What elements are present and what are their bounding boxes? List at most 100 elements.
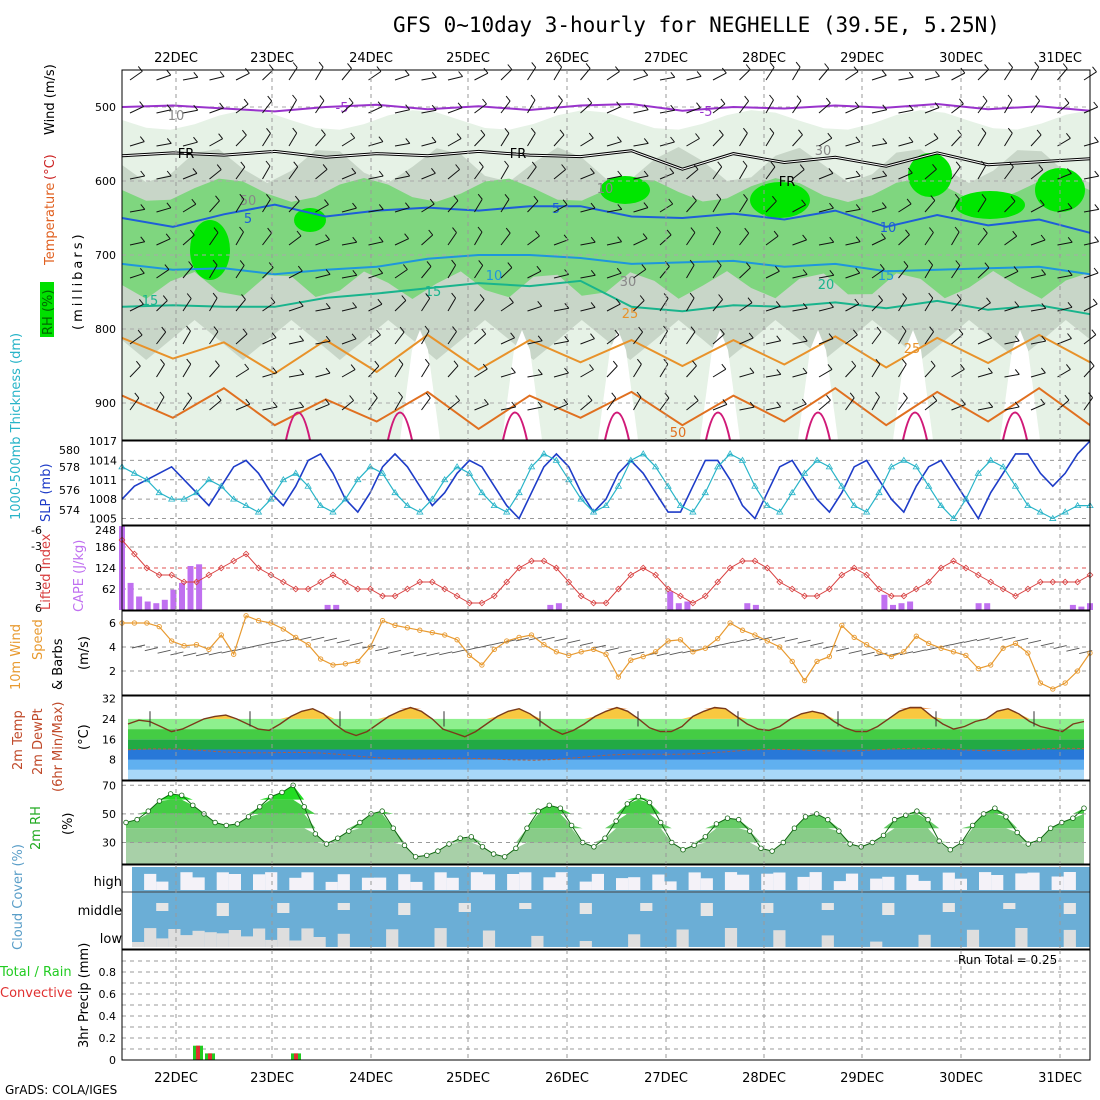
wind-barb-flag [505, 227, 511, 234]
wind-barb-flag [928, 259, 933, 266]
wind-barb-flag [477, 193, 483, 200]
cloud-high-gap [833, 881, 846, 890]
cloud-cover-panel: high middle low [78, 864, 1091, 950]
rh2m-marker [769, 848, 775, 854]
cloud-mid-gap [761, 903, 774, 913]
thickness-marker [192, 488, 201, 496]
wind-speed-marker [863, 641, 870, 648]
cloud-low-gap [773, 930, 786, 947]
lifted-index-marker [304, 585, 312, 593]
wind-barb [977, 406, 993, 411]
wind-barb [262, 302, 276, 312]
wind-barb-flag [901, 358, 907, 365]
wind-barb [1057, 102, 1070, 114]
wind-barb [818, 172, 834, 180]
wind-barb-flag [325, 398, 330, 405]
lifted-index-marker [962, 564, 970, 572]
wind-barb [447, 232, 457, 246]
wind-barb-flag [639, 295, 645, 301]
wind-barb-flag [559, 129, 565, 136]
rh2m-marker [524, 825, 530, 831]
cloud-high-gap [301, 872, 314, 890]
thickness-marker [862, 508, 871, 515]
wind-barb [845, 175, 861, 180]
wind-barb [924, 75, 940, 81]
wind-barb-flag [1067, 168, 1072, 174]
wind-barb [633, 74, 648, 81]
bottom-date-label: 24DEC [349, 1071, 393, 1086]
wind-barb-flag [245, 398, 251, 405]
wind-barb-flag [405, 202, 410, 209]
thickness-marker [676, 501, 685, 509]
surface-wind-barb [477, 644, 491, 649]
wind-speed-marker [801, 677, 808, 684]
wind-barb-flag [478, 161, 484, 168]
lifted-index-marker [726, 564, 734, 572]
cloud-low-gap [144, 928, 157, 947]
cloud-low-gap [628, 934, 641, 947]
wind-barb-flag [954, 226, 960, 233]
cloud-high-gap [216, 872, 229, 890]
cloud-high-gap [616, 878, 629, 890]
wind-barb-flag [1067, 301, 1073, 308]
wind-barb [182, 172, 198, 180]
wind-speed-marker [231, 651, 237, 657]
cape-bar [324, 604, 331, 610]
wind-barb-flag [718, 294, 723, 300]
wind-barb-flag [404, 69, 410, 76]
lifted-index-marker [987, 578, 995, 586]
wind-barb [1083, 241, 1099, 246]
top-date-axis: 22DEC 23DEC 24DEC 25DEC 26DEC 27DEC 28DEC 29DEC… [154, 51, 1082, 66]
wind-barb [235, 166, 246, 180]
wind-barb [924, 232, 934, 246]
thickness-marker [540, 450, 548, 457]
rh2m-marker [658, 819, 664, 826]
vertical-profile-ylabels: Wind (m/s) Temperature (°C) RH (%) (mill… [40, 64, 86, 337]
wind-barb [739, 372, 755, 378]
wind-barb [898, 397, 908, 411]
wind-barb-flag [216, 395, 222, 401]
wind-barb-flag [266, 193, 271, 200]
cape-bar [1078, 606, 1085, 610]
lifted-index-marker [1012, 592, 1019, 600]
thickness-marker [366, 463, 374, 470]
surface-wind-barb [311, 636, 325, 641]
wind-barb [474, 403, 489, 411]
wind-barb [209, 200, 220, 213]
wind-barb-flag [240, 161, 246, 168]
wind-barb [447, 200, 459, 213]
wind-speed-marker [131, 620, 138, 626]
wind-barb-flag [139, 267, 145, 274]
wind-barb [924, 264, 934, 279]
wind-barb [288, 373, 304, 378]
rh2m-marker [401, 842, 408, 849]
wind-barb-flag [478, 260, 484, 266]
wind-speed-marker [789, 658, 795, 665]
wind-barb-flag [748, 332, 754, 339]
surface-wind-barb [682, 649, 696, 654]
wind-barb-flag [690, 227, 696, 233]
cloud-high-gap [543, 877, 556, 890]
wind-barb [606, 175, 622, 180]
wind-barb-flag [776, 335, 782, 342]
wind-barb-flag [351, 333, 357, 340]
wind-barb [712, 166, 723, 180]
wind-barb-flag [855, 170, 861, 177]
cloud-high-gap [156, 881, 169, 890]
wind-barb [262, 267, 274, 279]
wind-barb-flag [504, 160, 509, 167]
wind-barb-flag [325, 234, 330, 241]
wind-barb-flag [399, 326, 405, 333]
lifted-tick-label: 6 [35, 602, 42, 615]
wind-barb-flag [960, 363, 965, 370]
cloud-low-gap [313, 937, 326, 947]
wind-barb-flag [689, 259, 695, 266]
wind-barb [606, 71, 620, 81]
wind-barb-flag [452, 326, 457, 332]
wind-speed-marker [466, 652, 473, 659]
cape-bar [1069, 604, 1076, 610]
dry-surface-spike [893, 330, 933, 440]
wind-barb-flag [378, 267, 384, 274]
lifted-index-marker [230, 557, 238, 565]
lifted-index-marker [292, 585, 300, 593]
